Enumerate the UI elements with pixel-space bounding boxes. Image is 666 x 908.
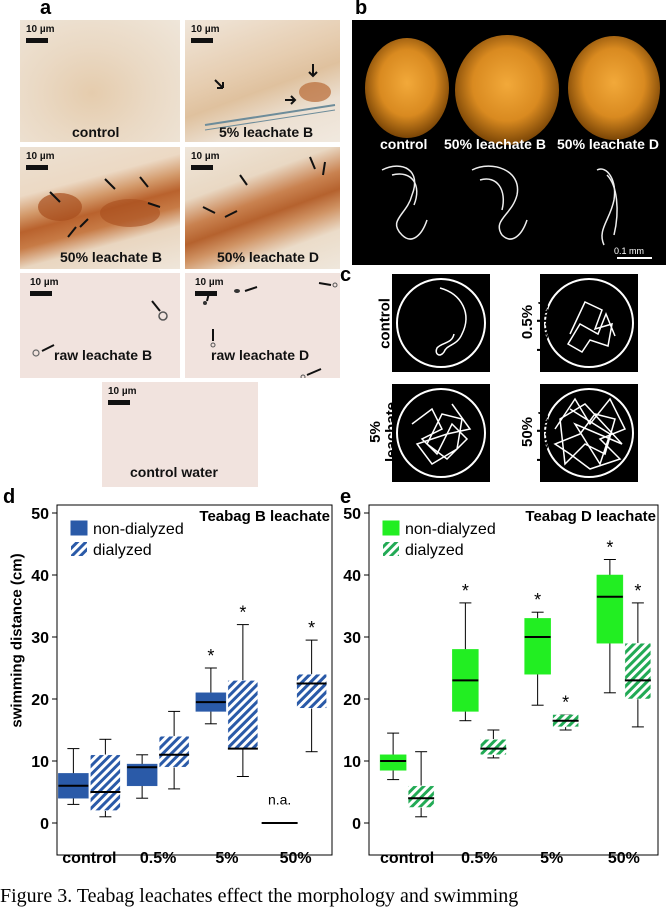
panel-c-label: c [340,264,352,286]
swim-track-5pct [392,384,490,482]
legend-label: non-dialyzed [405,521,496,538]
daphnia-label: 50% leachate B [444,136,546,152]
panel-b-label: b [355,0,368,19]
significance-marker: * [308,618,315,638]
panel-a-label: a [40,0,52,19]
legend-swatch-non-dialyzed [382,520,400,536]
x-tick-label: 5% [540,850,563,867]
plot-frame [368,504,659,856]
x-tick-label: 50% [280,850,312,867]
y-tick-label: 20 [31,692,49,709]
y-tick-label: 10 [343,754,361,771]
panel-e-label: e [340,486,352,508]
significance-marker: * [239,603,246,623]
micrograph-50pct-leachate-d: 10 µm 50% leachate D [185,147,340,269]
box [227,680,259,749]
significance-marker: * [606,538,613,558]
chart-title: Teabag B leachate [199,508,330,525]
micrograph-50pct-leachate-b: 10 µm 50% leachate B [20,147,180,269]
chart-title: Teabag D leachate [525,508,656,525]
legend-label: dialyzed [405,542,464,559]
x-tick-label: control [62,850,116,867]
micrograph-label: control water [130,464,218,480]
significance-marker: * [634,581,641,601]
plot-frame [56,504,333,856]
box [480,739,507,756]
daphnia-label: 50% leachate D [557,136,659,152]
boxplot-teabag-b: 0 10 20 30 40 50 Teabag B leachate non-dialyzed… [31,504,333,867]
significance-marker: * [534,590,541,610]
legend-label: non-dialyzed [93,521,184,538]
x-tick-label: control [380,850,434,867]
box [624,642,652,700]
track-label: 5% leachate [367,401,400,463]
box [407,785,435,808]
y-tick-label: 0 [352,816,361,833]
track-label: 50% leachate [519,401,552,463]
y-tick-label: 30 [343,630,361,647]
micrograph-label: 50% leachate D [217,249,319,265]
swim-track-control [392,274,490,372]
box [296,673,327,709]
micrograph-control: 10 µm control [20,20,180,142]
micrograph-5pct-leachate-b: 10 µm 5% leachate B [185,20,340,142]
box [126,763,158,787]
legend-swatch-dialyzed [383,542,399,556]
micrograph-label: raw leachate B [54,347,153,363]
y-tick-label: 0 [40,816,49,833]
panel-d-label: d [3,486,16,508]
box [524,618,551,675]
significance-marker: * [207,646,214,666]
y-tick-label: 20 [343,692,361,709]
x-tick-label: 0.5% [461,850,497,867]
x-tick-label: 5% [215,850,238,867]
na-label: n.a. [268,791,291,807]
box [596,574,624,644]
micrograph-label: 50% leachate B [60,249,162,265]
y-tick-label: 50 [343,506,361,523]
daphnia-label: control [380,136,428,152]
boxplot-teabag-d: 0 10 20 30 40 50 Teabag D leachate non-dialyzed… [343,504,659,867]
legend-label: dialyzed [93,542,152,559]
micrograph-label: 5% leachate B [219,124,314,140]
micrograph-label: control [72,124,120,140]
track-label: 0.5% leachate [519,291,552,353]
figure-caption: Figure 3. Teabag leachates effect the mo… [0,885,519,907]
micrograph-control-water: 10 µm control water [102,382,258,487]
track-label: control [376,298,394,349]
y-tick-label: 40 [31,568,49,585]
box [158,735,190,768]
y-tick-label: 10 [31,754,49,771]
significance-marker: * [462,581,469,601]
significance-marker: * [562,693,569,713]
micrograph-label: raw leachate D [211,347,310,363]
x-tick-label: 0.5% [140,850,176,867]
swim-track-0-5pct [540,274,638,372]
y-tick-label: 40 [343,568,361,585]
legend-swatch-dialyzed [71,542,87,556]
legend-swatch-non-dialyzed [70,520,88,536]
box [90,754,121,811]
daphnia-images-panel: control 50% leachate B 50% leachate D 0.… [352,20,666,265]
box [379,754,407,771]
micrograph-raw-leachate-d: 10 µm raw leachate D [185,273,340,378]
y-tick-label: 30 [31,630,49,647]
micrograph-raw-leachate-b: 10 µm raw leachate B [20,273,180,378]
x-tick-label: 50% [608,850,640,867]
y-tick-label: 50 [31,506,49,523]
scale-bar-label: 0.1 mm [614,246,645,256]
swim-track-50pct [540,384,638,482]
